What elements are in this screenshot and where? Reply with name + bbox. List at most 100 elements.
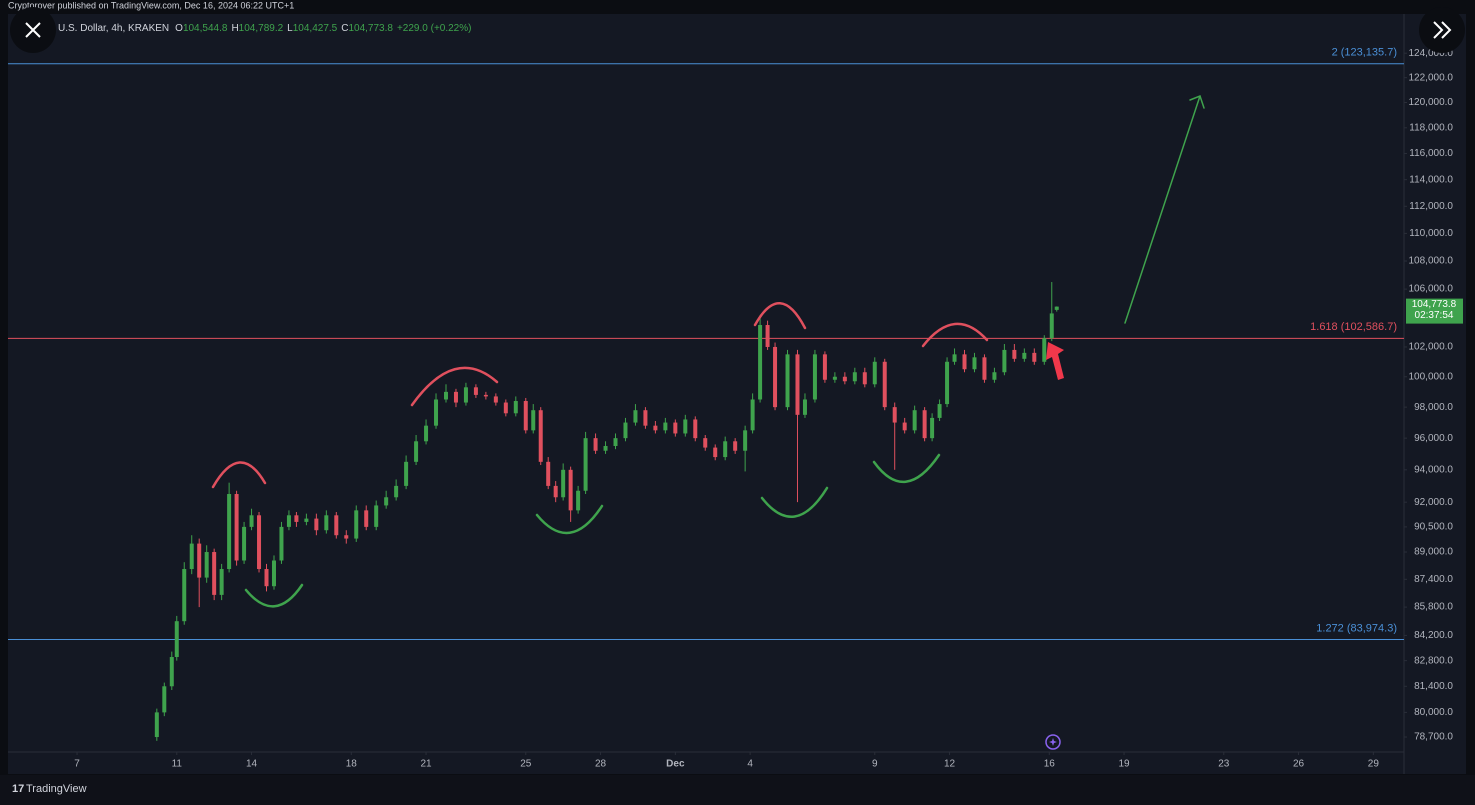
candle-body: [673, 422, 678, 434]
candle-body: [279, 526, 284, 561]
candle-body: [483, 394, 488, 397]
candle-body: [683, 419, 688, 434]
candle-body: [344, 535, 349, 539]
y-tick-label: 94,000.0: [1414, 464, 1453, 475]
candle-body: [227, 494, 232, 570]
candle-body: [723, 441, 728, 458]
candle-body: [802, 399, 807, 415]
candle-body: [952, 354, 957, 362]
candle-body: [568, 469, 573, 511]
candle-body: [912, 410, 917, 431]
candle-body: [271, 560, 276, 587]
candle-body: [473, 387, 478, 395]
event-icon-star: [1049, 738, 1057, 746]
x-tick-label: 18: [346, 759, 358, 770]
candle-body: [354, 510, 359, 539]
breakout-arrow: [1046, 342, 1064, 380]
candle-body: [212, 552, 217, 595]
candle-body: [314, 518, 319, 531]
y-tick-label: 92,000.0: [1414, 497, 1453, 508]
candle-body: [264, 569, 269, 587]
candle-body: [812, 354, 817, 400]
candle-body: [576, 490, 581, 511]
ohlc-key: H: [231, 23, 238, 34]
x-tick-label: 16: [1044, 759, 1056, 770]
ohlc-value: 104,773.8: [348, 23, 393, 34]
x-tick-label: 25: [520, 759, 532, 770]
x-tick-label: 12: [944, 759, 956, 770]
x-tick-label: 9: [872, 759, 878, 770]
candle-body: [434, 399, 439, 426]
y-tick-label: 96,000.0: [1414, 433, 1453, 444]
candle-body: [862, 372, 867, 385]
candle-body: [937, 404, 942, 418]
candle-body: [404, 461, 409, 486]
last-price-tag: [1406, 298, 1463, 324]
logo-mark: 17: [12, 783, 24, 795]
top-arc: [410, 366, 499, 407]
x-tick-label: 21: [420, 759, 432, 770]
top-arc: [921, 322, 989, 348]
top-arc: [211, 461, 267, 489]
candle-body: [623, 422, 628, 439]
candle-body: [523, 401, 528, 431]
candle-body: [242, 526, 247, 561]
fib-level-label: 1.618 (102,586.7): [1310, 321, 1397, 333]
candle-body: [561, 469, 566, 498]
y-tick-label: 112,000.0: [1409, 201, 1453, 212]
y-tick-label: 106,000.0: [1409, 284, 1454, 295]
candle-body: [733, 441, 738, 451]
ohlc-value: 104,789.2: [239, 23, 284, 34]
candle-body: [593, 438, 598, 451]
last-price-label: 104,773.8: [1412, 299, 1457, 310]
x-tick-label: 29: [1368, 759, 1380, 770]
candle-body: [424, 425, 429, 442]
y-tick-label: 90,500.0: [1414, 522, 1453, 533]
candle-body: [892, 407, 897, 423]
bottom-arc: [244, 583, 304, 608]
x-tick-label: 23: [1218, 759, 1230, 770]
candle-body: [463, 387, 468, 403]
candle-body: [713, 447, 718, 458]
y-tick-label: 85,800.0: [1414, 602, 1453, 613]
candle-body: [972, 357, 977, 370]
candle-body: [1042, 338, 1047, 362]
candle-body: [538, 410, 543, 462]
published-note: Cryptorover published on TradingView.com…: [8, 0, 294, 10]
candle-body: [414, 441, 419, 462]
candle-body: [294, 515, 299, 522]
candle-body: [174, 621, 179, 658]
y-tick-label: 120,000.0: [1409, 97, 1454, 108]
y-tick-label: 84,200.0: [1414, 630, 1453, 641]
candle-body: [546, 461, 551, 486]
candle-body: [785, 354, 790, 408]
candle-body: [872, 361, 877, 385]
candle-body: [758, 325, 763, 400]
candle-body: [182, 569, 187, 622]
y-tick-label: 114,000.0: [1409, 174, 1453, 185]
y-tick-label: 98,000.0: [1414, 402, 1453, 413]
top-arc: [753, 302, 807, 330]
candle-body: [513, 401, 518, 414]
x-tick-label: 14: [246, 759, 258, 770]
candle-body: [493, 396, 498, 403]
y-tick-label: 82,800.0: [1414, 655, 1453, 666]
y-tick-label: 108,000.0: [1409, 256, 1454, 267]
candle-body: [882, 361, 887, 408]
event-icon[interactable]: [1045, 734, 1061, 750]
candle-body: [842, 376, 847, 382]
candle-body: [982, 357, 987, 380]
candle-body: [962, 354, 967, 370]
y-tick-label: 81,400.0: [1414, 681, 1453, 692]
ohlc-key: C: [341, 23, 348, 34]
candle-body: [663, 422, 668, 431]
candle-body: [653, 425, 658, 431]
bottom-arc: [535, 504, 604, 535]
candle-body: [945, 361, 950, 405]
candle-body: [902, 422, 907, 431]
x-tick-label: 19: [1118, 759, 1130, 770]
x-tick-label: 26: [1293, 759, 1305, 770]
candle-body: [773, 346, 778, 408]
y-tick-label: 80,000.0: [1414, 707, 1453, 718]
